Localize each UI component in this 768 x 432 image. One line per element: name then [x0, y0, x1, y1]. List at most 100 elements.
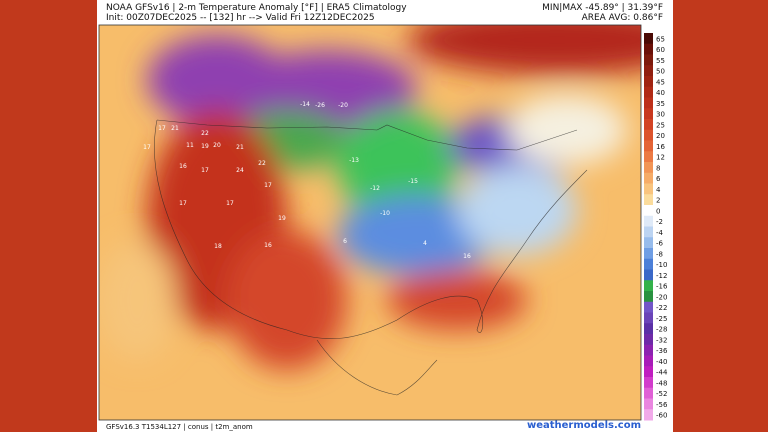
anomaly-label: -15 — [408, 178, 418, 185]
anomaly-label: 16 — [264, 242, 272, 249]
colorbar-swatch — [644, 151, 653, 163]
colorbar-label: 8 — [656, 164, 660, 172]
colorbar-swatch — [644, 183, 653, 195]
anomaly-label: 19 — [201, 143, 209, 150]
colorbar-swatch — [644, 301, 653, 313]
colorbar-label: 60 — [656, 46, 665, 54]
colorbar-label: -56 — [656, 401, 668, 409]
colorbar-swatch — [644, 162, 653, 174]
model-info: GFSv16.3 T1534L127 | conus | t2m_anom — [106, 423, 253, 431]
colorbar-label: -44 — [656, 369, 668, 377]
anomaly-label: 19 — [278, 215, 286, 222]
colorbar-swatch — [644, 237, 653, 249]
colorbar-label: -60 — [656, 412, 667, 420]
colorbar-swatch — [644, 323, 653, 335]
init-time: Init: 00Z07DEC2025 -- [132] hr --> Valid… — [106, 13, 375, 23]
colorbar-label: 40 — [656, 89, 665, 97]
colorbar-swatch — [644, 280, 653, 292]
colorbar-swatch — [644, 108, 653, 120]
anomaly-label: 17 — [179, 200, 187, 207]
anomaly-label: -20 — [338, 102, 348, 109]
colorbar-label: 35 — [656, 100, 665, 108]
anomaly-label: 17 — [264, 182, 272, 189]
colorbar-swatch — [644, 312, 653, 324]
colorbar-swatch — [644, 355, 653, 367]
anomaly-label: 22 — [201, 130, 209, 137]
anomaly-label: 24 — [236, 167, 244, 174]
colorbar-label: 4 — [656, 186, 661, 194]
colorbar-swatch — [644, 54, 653, 66]
colorbar-swatch — [644, 119, 653, 131]
anomaly-label: -26 — [315, 102, 325, 109]
anomaly-label: -12 — [370, 185, 380, 192]
colorbar-swatch — [644, 65, 653, 77]
title: NOAA GFSv16 | 2-m Temperature Anomaly [°… — [106, 3, 407, 13]
colorbar-swatch — [644, 97, 653, 109]
colorbar-swatch — [644, 226, 653, 238]
anomaly-label: 16 — [179, 163, 187, 170]
anomaly-label: 18 — [214, 243, 222, 250]
colorbar-swatch — [644, 291, 653, 303]
colorbar-label: -6 — [656, 240, 664, 248]
anomaly-label: 17 — [226, 200, 234, 207]
colorbar-label: 16 — [656, 143, 665, 151]
panel: NOAA GFSv16 | 2-m Temperature Anomaly [°… — [97, 0, 673, 432]
colorbar-label: -12 — [656, 272, 667, 280]
colorbar-swatch — [644, 366, 653, 378]
colorbar-label: 55 — [656, 57, 665, 65]
colorbar-swatch — [644, 172, 653, 184]
map: 65 60 55 50 45 40 35 30 25 20 16 12 8 6 4 20 -2 -4 -6 -8 -10… — [98, 24, 668, 421]
colorbar-label: -8 — [656, 250, 663, 258]
anomaly-label: -13 — [349, 157, 359, 164]
colorbar-swatch — [644, 258, 653, 270]
anomaly-label: -14 — [300, 101, 310, 108]
colorbar-swatch — [644, 409, 653, 421]
colorbar-label: 45 — [656, 78, 665, 86]
colorbar-label: -40 — [656, 358, 667, 366]
colorbar-label: 20 — [656, 132, 665, 140]
anomaly-field — [99, 25, 641, 420]
colorbar-label: -10 — [656, 261, 667, 269]
colorbar-label: -2 — [656, 218, 663, 226]
colorbar-swatch — [644, 194, 653, 206]
anomaly-label: 4 — [423, 240, 427, 247]
colorbar-swatch — [644, 269, 653, 281]
colorbar-label: -36 — [656, 347, 668, 355]
colorbar-swatch — [644, 377, 653, 389]
anomaly-label: 21 — [171, 125, 179, 132]
colorbar-label: 12 — [656, 154, 665, 162]
anomaly-label: 6 — [343, 238, 347, 245]
colorbar-label: 30 — [656, 111, 665, 119]
colorbar-label: -52 — [656, 390, 667, 398]
colorbar-label: 25 — [656, 121, 665, 129]
colorbar-label: -48 — [656, 379, 667, 387]
colorbar-label: -16 — [656, 283, 668, 291]
colorbar-swatch — [644, 86, 653, 98]
colorbar-swatch — [644, 76, 653, 88]
colorbar-swatch — [644, 344, 653, 356]
anomaly-label: 22 — [258, 160, 266, 167]
colorbar-swatch — [644, 387, 653, 399]
colorbar-swatch — [644, 43, 653, 55]
colorbar-label: -20 — [656, 293, 667, 301]
source: weathermodels.com — [526, 420, 641, 431]
colorbar-label: -28 — [656, 326, 667, 334]
colorbar-swatch — [644, 215, 653, 227]
colorbar-swatch — [644, 33, 653, 45]
anomaly-label: 20 — [213, 142, 221, 149]
anomaly-label: 16 — [463, 253, 471, 260]
colorbar-swatch — [644, 129, 653, 141]
colorbar-label: -22 — [656, 304, 667, 312]
anomaly-label: 11 — [186, 142, 194, 149]
colorbar-swatch — [644, 398, 653, 410]
anomaly-label: 17 — [158, 125, 166, 132]
anomaly-label: 17 — [143, 144, 151, 151]
anomaly-label: 21 — [236, 144, 244, 151]
colorbar-label: -25 — [656, 315, 667, 323]
colorbar-label: -4 — [656, 229, 664, 237]
colorbar-swatch — [644, 140, 653, 152]
colorbar-label: 50 — [656, 68, 665, 76]
area-average: AREA AVG: 0.86°F — [581, 13, 663, 23]
colorbar-label: 65 — [656, 35, 665, 43]
colorbar-label: -32 — [656, 336, 667, 344]
